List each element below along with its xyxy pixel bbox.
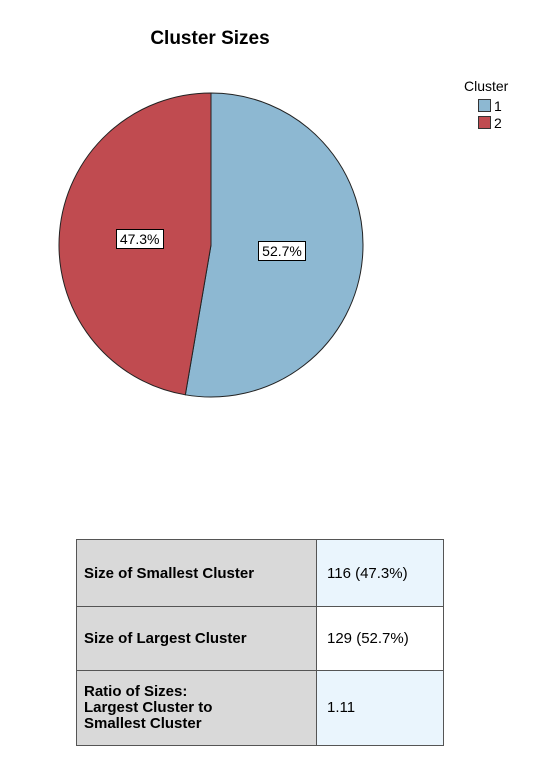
legend-item-cluster-2: 2 <box>478 114 508 131</box>
cluster-sizes-chart: Cluster Sizes 52.7% 47.3% Cluster 1 2 <box>58 28 508 398</box>
slice-label-cluster-2: 47.3% <box>115 228 164 249</box>
table-row-value: 1.11 <box>316 670 444 746</box>
legend-item-cluster-1: 1 <box>478 97 508 114</box>
table-row-label: Ratio of Sizes: Largest Cluster to Small… <box>76 670 317 746</box>
table-row-label: Size of Smallest Cluster <box>76 539 317 607</box>
table-row: Ratio of Sizes: Largest Cluster to Small… <box>76 670 444 746</box>
chart-title: Cluster Sizes <box>150 28 270 49</box>
pie-chart <box>58 92 364 398</box>
legend-title: Cluster <box>464 78 509 94</box>
table-row-value: 116 (47.3%) <box>316 539 444 607</box>
table-row: Size of Largest Cluster 129 (52.7%) <box>76 606 444 671</box>
legend-label-cluster-2: 2 <box>494 114 502 131</box>
table-row-label: Size of Largest Cluster <box>76 606 317 671</box>
legend-label-cluster-1: 1 <box>494 97 502 114</box>
slice-label-cluster-1: 52.7% <box>258 241 306 262</box>
legend-swatch-cluster-1 <box>478 99 491 112</box>
legend-swatch-cluster-2 <box>478 116 491 129</box>
cluster-summary-table: Size of Smallest Cluster 116 (47.3%) Siz… <box>76 539 444 746</box>
legend: Cluster 1 2 <box>464 78 508 131</box>
table-row-value: 129 (52.7%) <box>316 606 444 671</box>
table-row: Size of Smallest Cluster 116 (47.3%) <box>76 539 444 607</box>
